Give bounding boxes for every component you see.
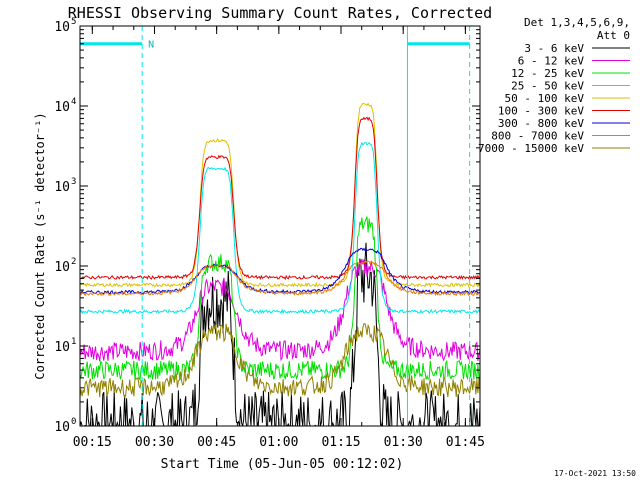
night-label: N (148, 40, 154, 51)
series-line-1 (80, 242, 480, 426)
y-tick-exponent-5: 4 (71, 97, 76, 107)
series-line-3 (80, 216, 480, 381)
y-tick-label-4: 10 (54, 180, 70, 195)
y-tick-exponent-4: 3 (71, 177, 76, 187)
x-tick-label-3: 00:45 (197, 435, 236, 450)
series-line-9 (80, 323, 480, 399)
y-tick-label-3: 10 (54, 260, 70, 275)
legend-label-4: 25 - 50 keV (511, 80, 584, 93)
y-tick-label-2: 10 (54, 340, 70, 355)
series-group (80, 102, 480, 426)
legend-label-3: 12 - 25 keV (511, 67, 584, 80)
series-line-4 (80, 141, 480, 315)
legend-header-line-2: Att 0 (597, 29, 630, 42)
series-line-6 (80, 116, 480, 281)
legend-label-2: 6 - 12 keV (518, 55, 585, 68)
series-line-8 (80, 260, 480, 297)
x-tick-label-7: 01:45 (446, 435, 485, 450)
y-axis-label: Corrected Count Rate (s⁻¹ detector⁻¹) (33, 112, 47, 379)
series-line-2 (80, 258, 480, 362)
y-tick-label-1: 10 (54, 420, 70, 435)
x-tick-label-1: 00:15 (73, 435, 112, 450)
legend-label-8: 800 - 7000 keV (491, 130, 584, 143)
legend-header-line-1: Det 1,3,4,5,6,9, (524, 16, 630, 29)
y-tick-label-6: 10 (54, 20, 70, 35)
generation-timestamp: 17-Oct-2021 13:50 (554, 469, 636, 478)
y-tick-exponent-6: 5 (71, 17, 76, 27)
plot-frame (79, 25, 481, 427)
y-tick-exponent-1: 0 (71, 417, 76, 427)
x-tick-label-5: 01:15 (321, 435, 360, 450)
plot-area: N (79, 25, 481, 427)
x-tick-label-4: 01:00 (259, 435, 298, 450)
y-tick-label-5: 10 (54, 100, 70, 115)
y-tick-exponent-3: 2 (71, 257, 76, 267)
legend-label-1: 3 - 6 keV (524, 42, 584, 55)
legend-label-5: 50 - 100 keV (505, 92, 585, 105)
legend-label-6: 100 - 300 keV (498, 105, 584, 118)
series-line-5 (80, 102, 480, 288)
x-axis-label: Start Time (05-Jun-05 00:12:02) (161, 457, 404, 472)
chart-title: RHESSI Observing Summary Count Rates, Co… (68, 4, 492, 22)
x-tick-label-6: 01:30 (384, 435, 423, 450)
y-tick-exponent-2: 1 (71, 337, 76, 347)
legend-label-9: 7000 - 15000 keV (478, 142, 584, 155)
x-axis: 00:15 00:30 00:45 01:00 01:15 01:30 01:45 (73, 26, 485, 450)
series-line-7 (80, 247, 480, 295)
legend-label-7: 300 - 800 keV (498, 117, 584, 130)
x-tick-label-2: 00:30 (135, 435, 174, 450)
